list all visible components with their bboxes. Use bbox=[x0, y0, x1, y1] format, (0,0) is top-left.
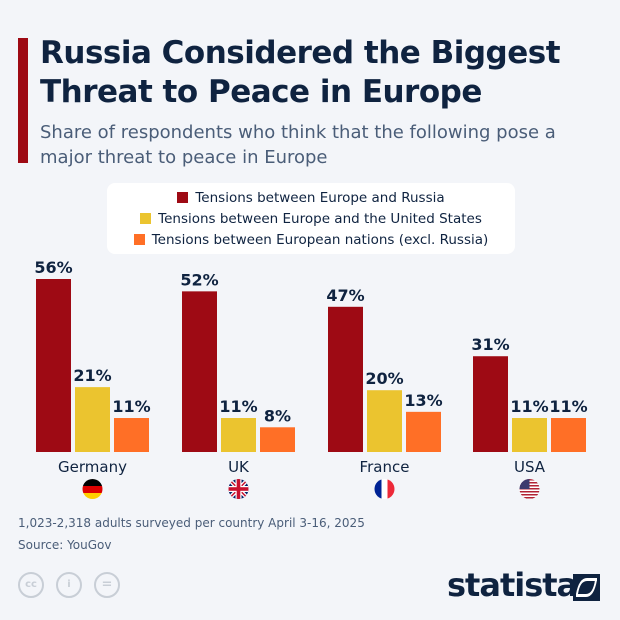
bar-value-label: 31% bbox=[471, 335, 509, 354]
legend-item: Tensions between Europe and Russia bbox=[107, 190, 515, 206]
bar bbox=[473, 356, 508, 452]
france-flag-icon bbox=[374, 479, 395, 499]
no-derivatives-icon: = bbox=[94, 572, 120, 598]
bar-value-label: 11% bbox=[549, 397, 587, 416]
usa-flag-icon bbox=[519, 479, 540, 499]
cc-icon: cc bbox=[18, 572, 44, 598]
bar bbox=[512, 418, 547, 452]
legend-label: Tensions between Europe and Russia bbox=[195, 190, 445, 206]
legend: Tensions between Europe and Russia Tensi… bbox=[107, 183, 515, 254]
bar bbox=[182, 291, 217, 452]
legend-item: Tensions between European nations (excl.… bbox=[107, 232, 515, 248]
legend-item: Tensions between Europe and the United S… bbox=[107, 211, 515, 227]
bar bbox=[367, 390, 402, 452]
bar-value-label: 13% bbox=[404, 391, 442, 410]
bar bbox=[221, 418, 256, 452]
category-label: UK bbox=[228, 458, 250, 476]
source-note: Source: YouGov bbox=[18, 538, 112, 552]
category-label: France bbox=[360, 458, 410, 476]
legend-swatch bbox=[140, 213, 152, 224]
germany-flag-icon bbox=[82, 479, 103, 499]
bar-value-label: 11% bbox=[219, 397, 257, 416]
bar-value-label: 11% bbox=[510, 397, 548, 416]
bar bbox=[406, 411, 441, 452]
legend-swatch bbox=[177, 192, 189, 203]
legend-label: Tensions between Europe and the United S… bbox=[158, 211, 482, 227]
survey-note: 1,023-2,318 adults surveyed per country … bbox=[18, 516, 365, 530]
chart-subtitle: Share of respondents who think that the … bbox=[40, 122, 556, 168]
chart-title: Russia Considered the Biggest Threat to … bbox=[40, 35, 561, 110]
category-label: USA bbox=[514, 458, 546, 476]
bar bbox=[260, 427, 295, 452]
bar-value-label: 52% bbox=[180, 270, 218, 289]
statista-logo: statista bbox=[447, 566, 578, 604]
legend-label: Tensions between European nations (excl.… bbox=[151, 232, 489, 248]
bar bbox=[75, 387, 110, 452]
bar bbox=[551, 418, 586, 452]
bar-value-label: 8% bbox=[264, 406, 291, 425]
bar bbox=[114, 418, 149, 452]
bar-value-label: 11% bbox=[112, 397, 150, 416]
uk-flag-icon bbox=[228, 479, 249, 499]
bar-value-label: 47% bbox=[326, 286, 364, 305]
bar-value-label: 21% bbox=[73, 366, 111, 385]
bar-value-label: 56% bbox=[34, 258, 72, 277]
legend-swatch bbox=[133, 234, 145, 245]
category-label: Germany bbox=[58, 458, 127, 476]
bar bbox=[328, 306, 363, 452]
attribution-icon: i bbox=[56, 572, 82, 598]
title-accent-bar bbox=[18, 38, 28, 163]
bar bbox=[36, 279, 71, 452]
bar-value-label: 20% bbox=[365, 369, 403, 388]
statista-logo-mark-icon bbox=[573, 574, 600, 601]
